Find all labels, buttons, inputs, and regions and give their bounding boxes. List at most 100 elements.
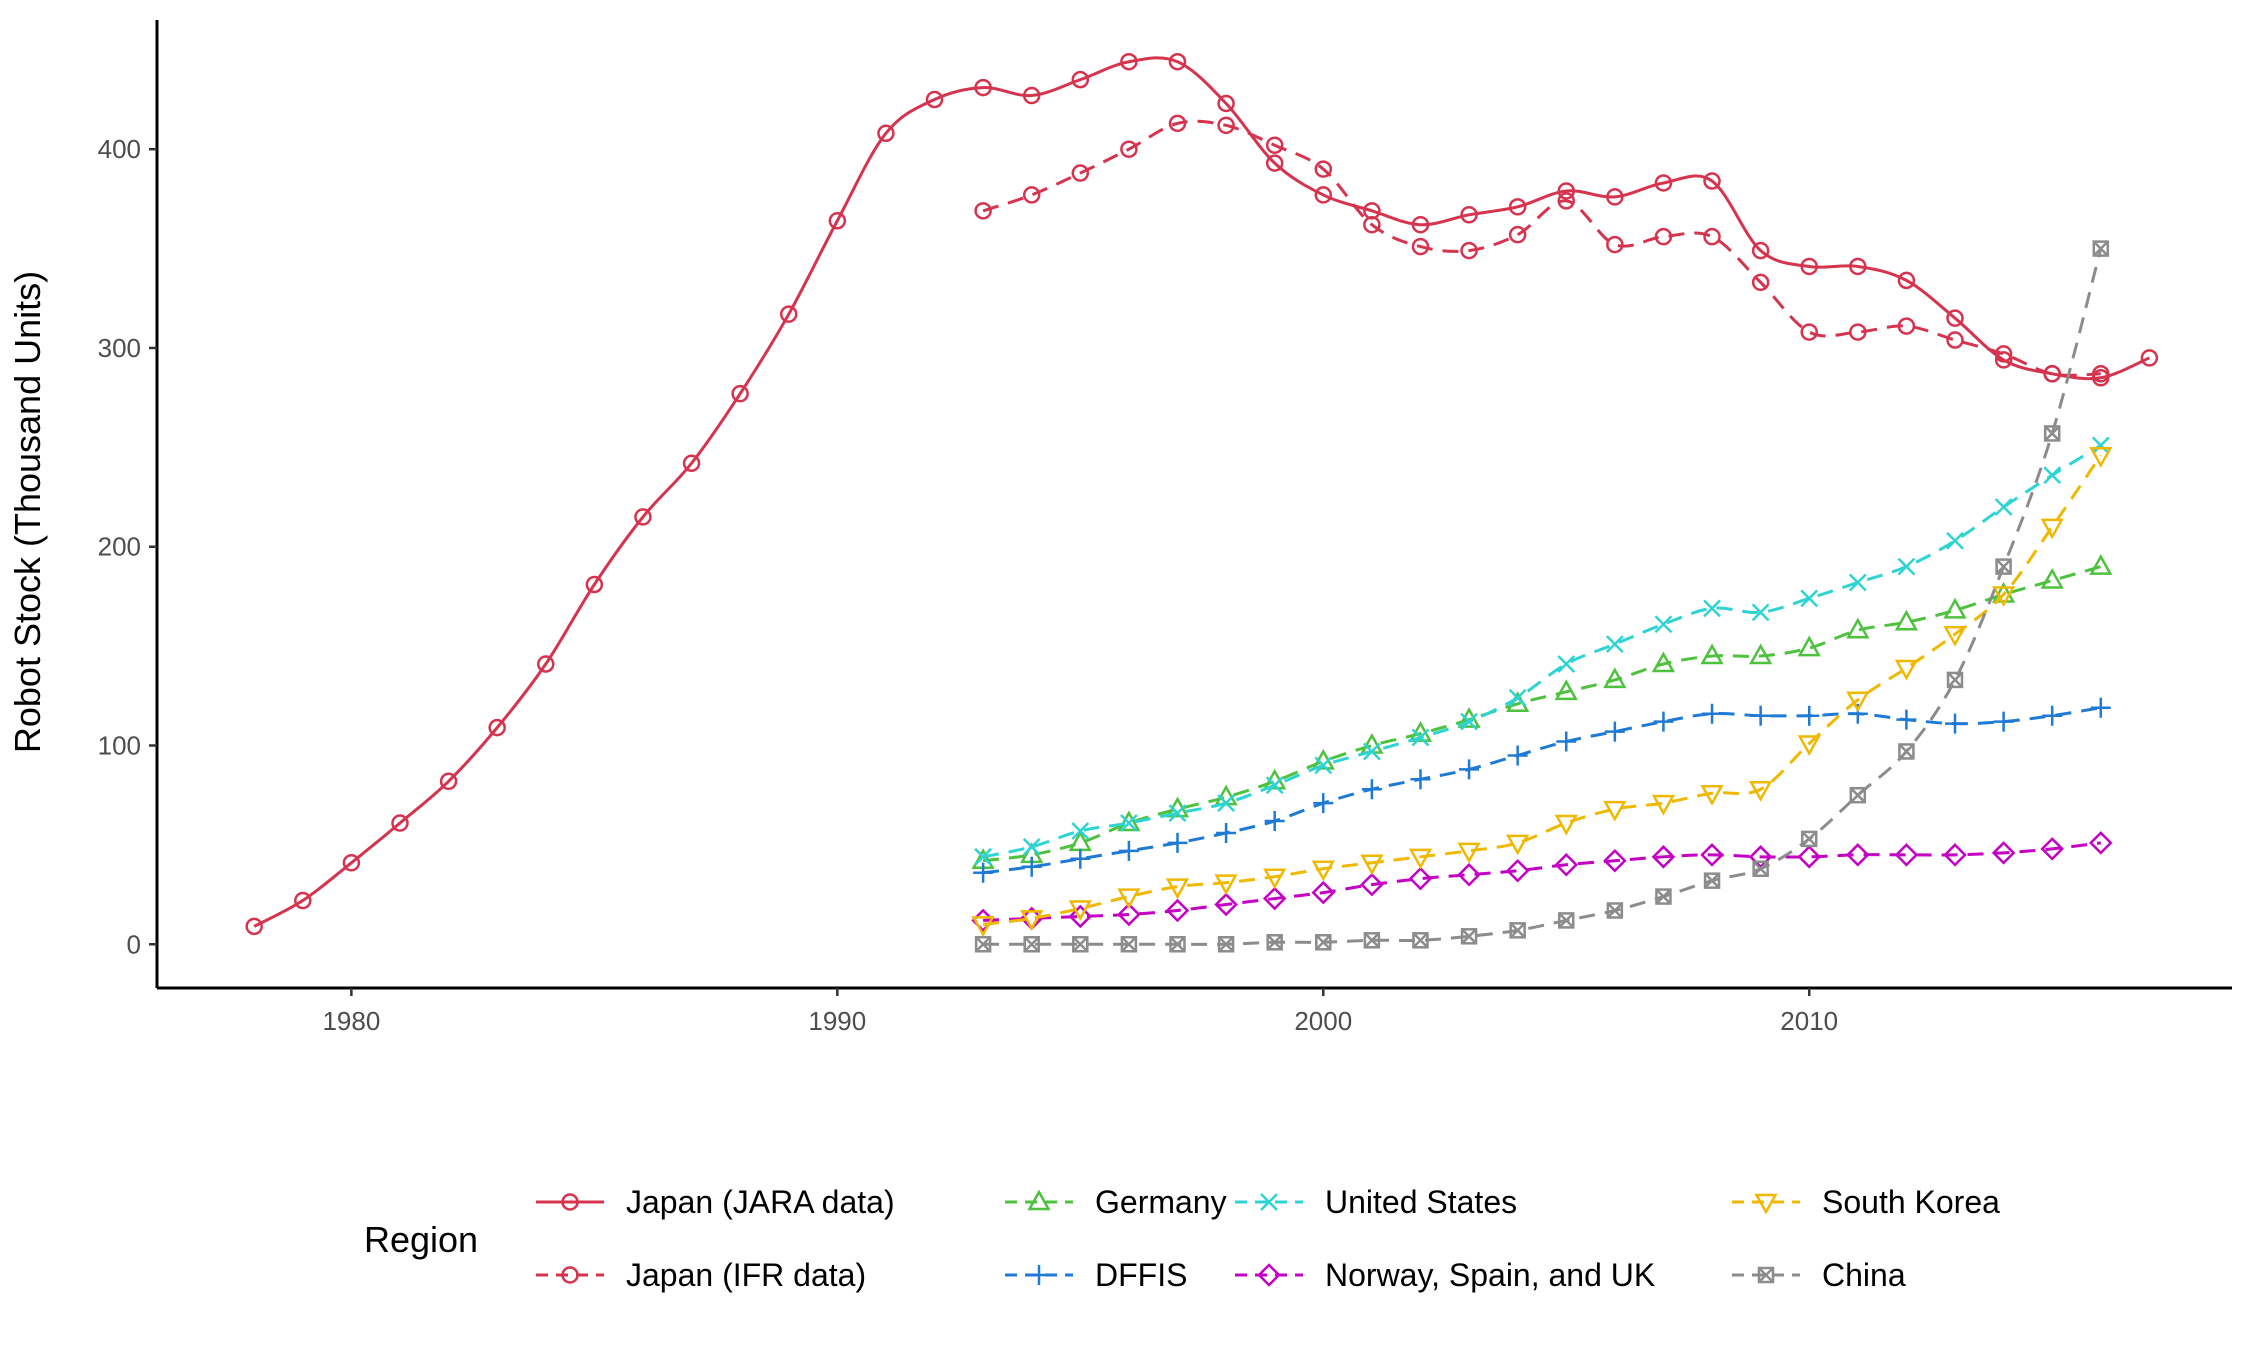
data-point-japan-jara-data-1982 — [439, 772, 458, 791]
data-point-dffis-1997 — [1167, 832, 1188, 853]
data-point-japan-jara-data-1997 — [1168, 52, 1187, 71]
series-line-south-korea — [982, 454, 2103, 926]
data-point-china-1996 — [1120, 936, 1138, 953]
data-point-dffis-2005 — [1556, 731, 1577, 752]
data-point-south-korea-2007 — [1651, 794, 1676, 816]
data-point-south-korea-1994 — [1020, 910, 1044, 931]
data-point-dffis-1996 — [1118, 840, 1139, 861]
data-point-norway-spain-and-uk-2001 — [1360, 872, 1384, 897]
data-point-china-2016 — [2092, 240, 2110, 257]
data-point-united-states-1993 — [974, 847, 992, 866]
series-south-korea — [971, 447, 2113, 937]
data-point-japan-ifr-data-2015 — [2043, 365, 2061, 383]
data-point-china-2015 — [2043, 425, 2061, 442]
data-point-japan-ifr-data-2009 — [1751, 273, 1770, 292]
data-point-south-korea-2000 — [1311, 860, 1335, 882]
data-point-united-states-2008 — [1703, 599, 1721, 618]
data-point-norway-spain-and-uk-2012 — [1894, 843, 1919, 867]
data-point-dffis-2016 — [2090, 697, 2111, 718]
data-point-south-korea-2003 — [1457, 842, 1481, 864]
data-point-japan-jara-data-2008 — [1703, 172, 1721, 190]
data-point-japan-ifr-data-2014 — [1994, 345, 2013, 363]
data-point-china-2005 — [1558, 912, 1575, 929]
data-point-japan-ifr-data-1997 — [1168, 114, 1187, 133]
data-point-dffis-1998 — [1216, 822, 1237, 843]
data-point-norway-spain-and-uk-2005 — [1554, 852, 1579, 877]
data-point-south-korea-1996 — [1117, 888, 1141, 910]
data-point-united-states-2001 — [1362, 742, 1381, 761]
data-point-south-korea-2011 — [1846, 691, 1870, 713]
data-point-japan-jara-data-2003 — [1460, 206, 1478, 224]
data-point-japan-jara-data-1990 — [828, 212, 847, 230]
data-point-south-korea-2014 — [1991, 586, 2016, 608]
data-point-germany-2007 — [1651, 651, 1676, 673]
data-point-japan-ifr-data-2006 — [1606, 235, 1624, 254]
data-point-japan-ifr-data-2008 — [1703, 227, 1721, 246]
data-point-dffis-2012 — [1896, 709, 1917, 730]
data-point-norway-spain-and-uk-1996 — [1117, 902, 1141, 927]
data-point-japan-ifr-data-2005 — [1557, 192, 1576, 210]
y-tick-label: 200 — [98, 532, 141, 562]
data-point-south-korea-2006 — [1603, 800, 1627, 822]
data-point-japan-jara-data-1994 — [1022, 86, 1041, 105]
plot-area — [245, 52, 2159, 953]
data-point-japan-jara-data-1988 — [731, 384, 749, 403]
legend-item-south-korea: South Korea — [1732, 1184, 2000, 1220]
data-point-china-2007 — [1655, 888, 1672, 905]
data-point-japan-jara-data-1984 — [537, 655, 555, 673]
series-dffis — [973, 697, 2111, 883]
data-point-dffis-2004 — [1507, 745, 1528, 766]
data-point-norway-spain-and-uk-2008 — [1700, 843, 1724, 867]
data-point-norway-spain-and-uk-2004 — [1505, 858, 1530, 883]
legend-key-marker — [1027, 1189, 1051, 1211]
data-point-united-states-1996 — [1120, 814, 1138, 832]
data-point-china-2003 — [1460, 928, 1478, 945]
data-point-japan-ifr-data-1999 — [1265, 136, 1284, 154]
data-point-norway-spain-and-uk-2009 — [1748, 845, 1773, 869]
data-point-dffis-2011 — [1847, 703, 1868, 724]
data-point-germany-2012 — [1894, 609, 1919, 631]
data-point-united-states-2016 — [2091, 436, 2110, 455]
data-point-japan-jara-data-1980 — [342, 854, 361, 872]
data-point-norway-spain-and-uk-2007 — [1651, 845, 1676, 869]
data-point-germany-2013 — [1943, 597, 1967, 619]
data-point-united-states-2011 — [1848, 573, 1867, 592]
data-point-germany-2014 — [1991, 581, 2016, 603]
series-line-dffis — [982, 706, 2102, 875]
x-tick-label: 2000 — [1294, 1006, 1352, 1036]
data-point-united-states-2009 — [1751, 603, 1770, 622]
data-point-south-korea-2015 — [2040, 518, 2064, 540]
data-point-china-2013 — [1946, 671, 1964, 689]
data-point-china-2010 — [1800, 830, 1818, 848]
data-point-united-states-2007 — [1654, 615, 1673, 634]
data-point-china-1999 — [1266, 934, 1283, 951]
legend-item-united-states: United States — [1235, 1184, 1517, 1220]
data-point-japan-ifr-data-2012 — [1897, 317, 1916, 335]
data-point-united-states-2006 — [1605, 635, 1624, 654]
data-point-china-2009 — [1752, 860, 1769, 877]
series-line-germany — [982, 565, 2102, 863]
data-point-japan-jara-data-2006 — [1606, 188, 1624, 206]
data-point-dffis-1994 — [1021, 856, 1042, 877]
data-point-japan-ifr-data-2007 — [1654, 227, 1673, 246]
data-point-japan-ifr-data-2002 — [1411, 237, 1430, 256]
data-point-dffis-2009 — [1750, 705, 1771, 726]
series-line-china — [983, 248, 2103, 946]
data-point-south-korea-2013 — [1943, 625, 1967, 647]
data-point-japan-jara-data-2005 — [1557, 182, 1576, 200]
data-point-norway-spain-and-uk-2015 — [2040, 837, 2064, 861]
data-point-china-2012 — [1898, 743, 1915, 760]
data-point-japan-jara-data-1995 — [1071, 70, 1090, 89]
data-point-united-states-1998 — [1217, 794, 1235, 813]
legend-label: South Korea — [1822, 1184, 2000, 1220]
data-point-china-2002 — [1412, 932, 1429, 949]
data-point-norway-spain-and-uk-2000 — [1311, 880, 1336, 905]
data-point-china-1998 — [1217, 936, 1235, 953]
data-point-united-states-2012 — [1897, 557, 1916, 576]
data-point-china-1997 — [1169, 936, 1186, 953]
data-point-japan-ifr-data-2000 — [1314, 160, 1333, 178]
series-japan-ifr-data — [974, 114, 2110, 383]
data-point-norway-spain-and-uk-2013 — [1943, 843, 1967, 867]
data-point-germany-2006 — [1603, 667, 1627, 689]
